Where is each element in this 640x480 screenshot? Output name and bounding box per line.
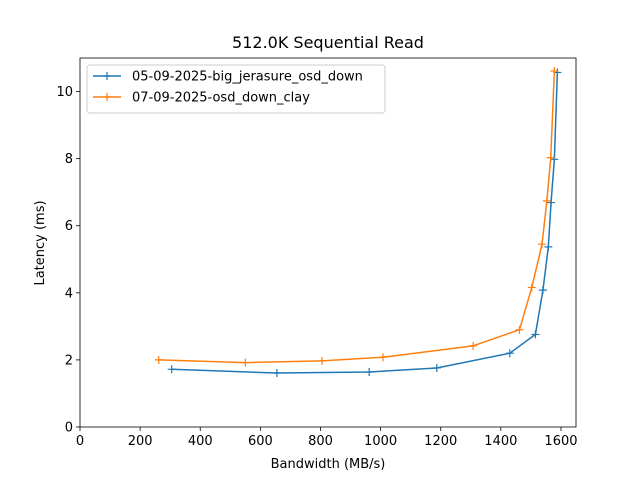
legend-label: 05-09-2025-big_jerasure_osd_down — [132, 70, 363, 85]
series-2-point — [469, 341, 478, 350]
x-axis-label: Bandwidth (MB/s) — [271, 457, 386, 472]
series-1-point — [505, 349, 514, 358]
y-tick-label: 6 — [65, 219, 73, 234]
plot-area — [154, 67, 562, 377]
x-tick-label: 1000 — [364, 434, 397, 449]
series-1-point — [544, 242, 553, 251]
series-2-point — [538, 240, 547, 249]
series-2-point — [550, 67, 559, 76]
series-2-point — [379, 353, 388, 362]
legend-label: 07-09-2025-osd_down_clay — [132, 91, 310, 106]
series-2-point — [515, 325, 524, 334]
legend-marker — [103, 93, 111, 101]
x-tick-label: 600 — [248, 434, 273, 449]
y-axis-label: Latency (ms) — [33, 200, 48, 285]
x-tick-label: 0 — [76, 434, 84, 449]
legend: 05-09-2025-big_jerasure_osd_down 07-09-20… — [86, 64, 386, 114]
series-2-point — [241, 358, 250, 367]
legend-item-1: 05-09-2025-big_jerasure_osd_down — [93, 70, 363, 85]
axes: 0 200 400 600 800 1000 1200 1400 1600 0 2 4 6 8 10 — [56, 57, 578, 449]
x-tick-label: 400 — [188, 434, 213, 449]
x-tick-label: 1400 — [484, 434, 517, 449]
x-tick-label: 1600 — [544, 434, 577, 449]
chart-title: 512.0K Sequential Read — [232, 33, 424, 52]
series-1-point — [365, 367, 374, 376]
legend-box — [86, 64, 386, 114]
series-2-point — [317, 356, 326, 365]
series-1-point — [432, 363, 441, 372]
x-tick-label: 200 — [128, 434, 153, 449]
series-2-point — [546, 153, 555, 162]
legend-item-2: 07-09-2025-osd_down_clay — [93, 91, 310, 106]
y-tick-label: 10 — [56, 85, 73, 100]
legend-marker — [103, 72, 111, 80]
y-tick-label: 4 — [65, 286, 73, 301]
x-tick-label: 800 — [308, 434, 333, 449]
y-tick-label: 8 — [65, 152, 73, 167]
series-1-point — [538, 286, 547, 295]
series-1-point — [272, 368, 281, 377]
y-tick-label: 0 — [65, 421, 73, 436]
x-tick-label: 1200 — [424, 434, 457, 449]
series-2-point — [542, 196, 551, 205]
series-1-point — [547, 198, 556, 207]
series-1-point — [167, 365, 176, 374]
series-1-point — [531, 330, 540, 339]
series-1-point — [550, 155, 559, 164]
series-1 — [167, 68, 562, 377]
series-2-point — [527, 283, 536, 292]
y-tick-label: 2 — [65, 353, 73, 368]
series-2 — [154, 67, 559, 367]
series-2-point — [154, 355, 163, 364]
axes-frame — [79, 57, 577, 428]
